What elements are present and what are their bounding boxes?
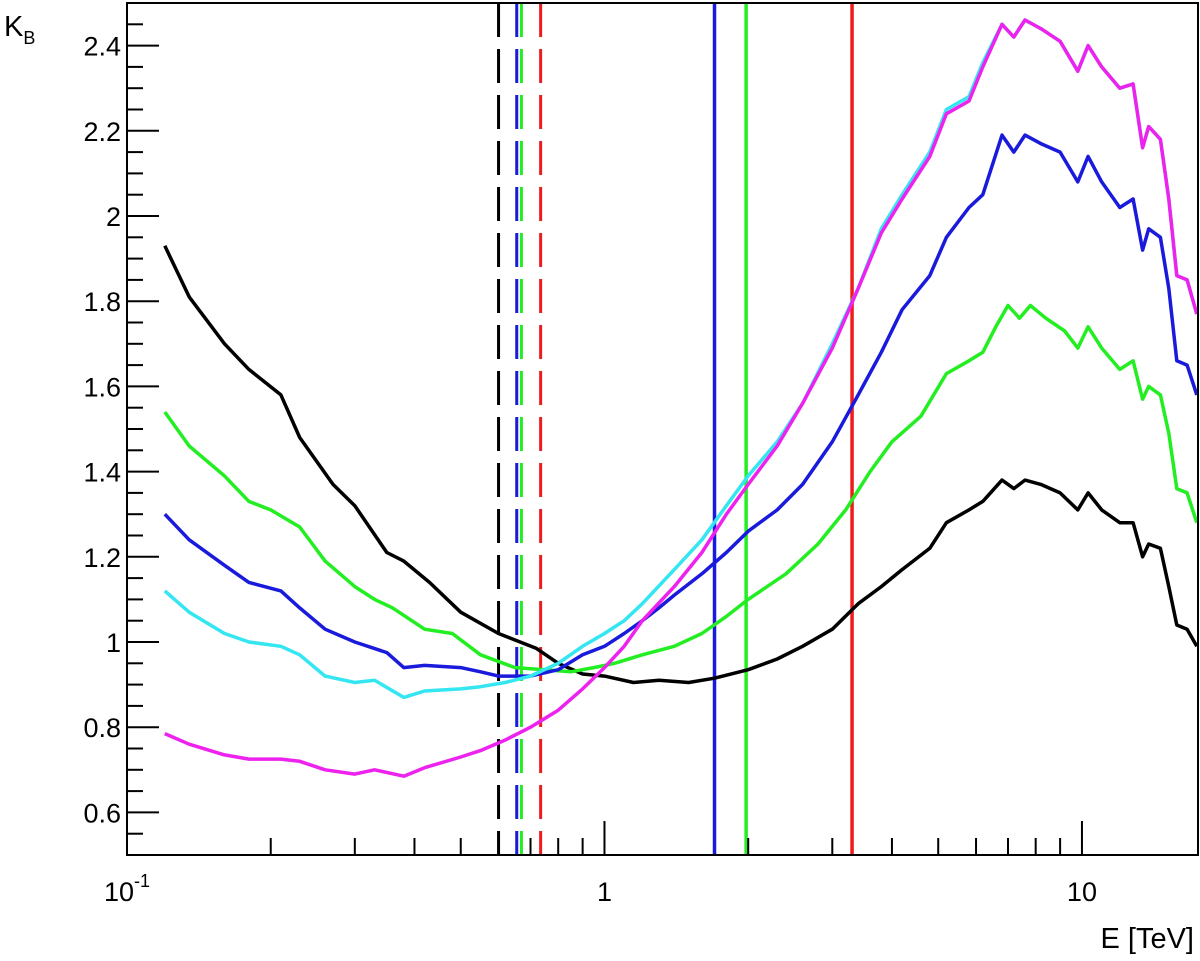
x-tick-exponent: -1 xyxy=(134,871,150,891)
y-tick-label: 2.4 xyxy=(83,32,121,62)
y-axis-title-main: K xyxy=(4,11,24,43)
y-tick-label: 2 xyxy=(106,202,121,232)
x-tick-label: 10 xyxy=(1067,877,1097,907)
y-tick-label: 1.2 xyxy=(83,543,121,573)
y-tick-label: 1.8 xyxy=(83,287,121,317)
series-line-4 xyxy=(164,18,1198,778)
x-tick-base: 1 xyxy=(597,877,612,907)
x-tick-label: 10-1 xyxy=(104,871,150,907)
series-group xyxy=(163,18,1198,778)
x-axis-title: E [TeV] xyxy=(1101,923,1195,955)
y-axis-title: KB xyxy=(4,11,35,48)
y-tick-label: 1.4 xyxy=(83,458,121,488)
x-tick-base: 10 xyxy=(1067,877,1097,907)
y-axis-title-sub: B xyxy=(23,28,35,48)
series-line-0 xyxy=(163,245,1198,685)
x-tick-label: 1 xyxy=(597,877,612,907)
series-line-1 xyxy=(163,303,1198,674)
series-line-2 xyxy=(163,133,1198,678)
x-tick-base: 10 xyxy=(104,877,134,907)
y-tick-label: 0.6 xyxy=(83,798,121,828)
y-tick-label: 2.2 xyxy=(83,117,121,147)
threshold-lines xyxy=(497,3,854,855)
y-tick-label: 1 xyxy=(106,628,121,658)
y-tick-label: 1.6 xyxy=(83,372,121,402)
y-tick-label: 0.8 xyxy=(83,713,121,743)
plot-frame xyxy=(126,2,1199,856)
